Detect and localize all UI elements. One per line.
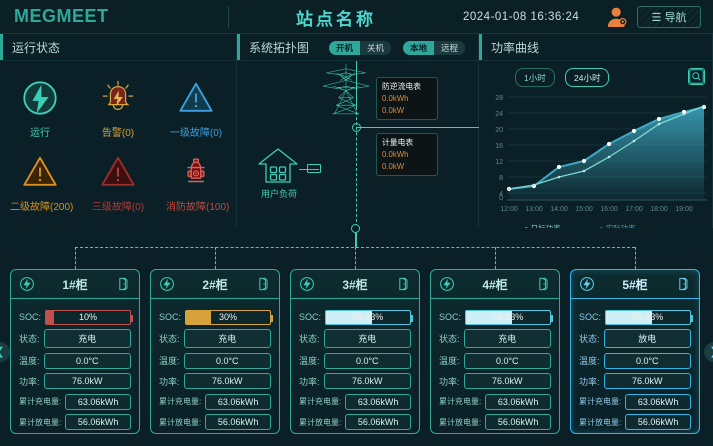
svg-text:12: 12 [495, 159, 503, 166]
svg-text:14:00: 14:00 [550, 206, 568, 213]
svg-text:12:00: 12:00 [500, 206, 518, 213]
svg-text:0: 0 [499, 195, 503, 202]
svg-text:20: 20 [495, 127, 503, 134]
svg-text:17:00: 17:00 [625, 206, 643, 213]
svg-text:15:00: 15:00 [575, 206, 593, 213]
svg-text:28: 28 [495, 95, 503, 102]
svg-text:13:00: 13:00 [525, 206, 543, 213]
svg-text:8: 8 [499, 175, 503, 182]
svg-text:18:00: 18:00 [650, 206, 668, 213]
svg-text:19:00: 19:00 [675, 206, 693, 213]
svg-text:16: 16 [495, 143, 503, 150]
svg-text:24: 24 [495, 111, 503, 118]
svg-text:16:00: 16:00 [600, 206, 618, 213]
